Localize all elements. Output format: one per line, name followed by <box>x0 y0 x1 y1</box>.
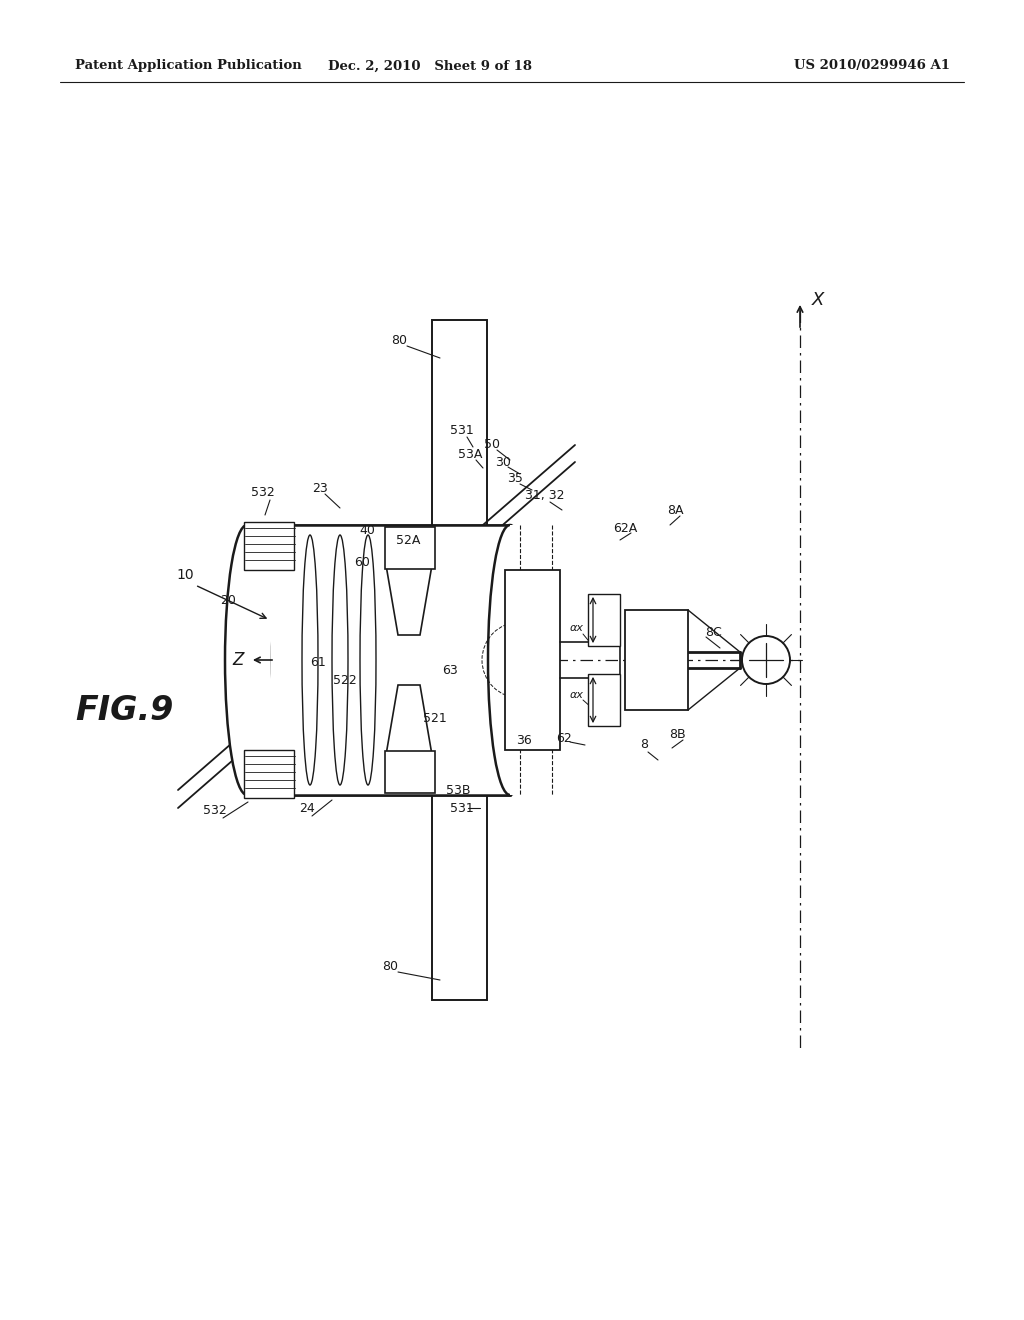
Bar <box>505 570 560 750</box>
Bar <box>247 525 270 795</box>
Polygon shape <box>386 685 432 755</box>
Text: 532: 532 <box>251 487 274 499</box>
Bar <box>385 751 435 793</box>
Ellipse shape <box>332 535 348 785</box>
Text: FIG.9: FIG.9 <box>75 693 173 726</box>
Text: 531: 531 <box>451 801 474 814</box>
Ellipse shape <box>488 525 532 795</box>
Text: Patent Application Publication: Patent Application Publication <box>75 59 302 73</box>
Bar <box>247 525 510 795</box>
Text: 521: 521 <box>423 711 446 725</box>
Text: 522: 522 <box>333 673 357 686</box>
Bar <box>625 610 688 710</box>
Text: US 2010/0299946 A1: US 2010/0299946 A1 <box>794 59 950 73</box>
Text: 35: 35 <box>507 471 523 484</box>
Ellipse shape <box>225 525 269 795</box>
Text: 532: 532 <box>203 804 227 817</box>
Bar <box>588 594 620 645</box>
Text: 531: 531 <box>451 424 474 437</box>
Text: 53A: 53A <box>458 447 482 461</box>
Text: 24: 24 <box>299 801 314 814</box>
Bar <box>385 527 435 569</box>
Text: 63: 63 <box>442 664 458 676</box>
Text: 23: 23 <box>312 482 328 495</box>
Text: 40: 40 <box>359 524 375 536</box>
Text: 36: 36 <box>516 734 531 747</box>
Ellipse shape <box>302 535 318 785</box>
Circle shape <box>742 636 790 684</box>
Text: 61: 61 <box>310 656 326 668</box>
Text: 50: 50 <box>484 437 500 450</box>
Text: 20: 20 <box>220 594 236 606</box>
Text: Z: Z <box>232 651 244 669</box>
Bar <box>510 525 534 795</box>
Text: 8B: 8B <box>669 729 685 742</box>
Text: X: X <box>812 290 824 309</box>
Bar <box>432 319 487 1001</box>
Text: 80: 80 <box>391 334 407 346</box>
Text: 62A: 62A <box>613 521 637 535</box>
Text: 8: 8 <box>640 738 648 751</box>
Bar <box>244 521 294 570</box>
Ellipse shape <box>360 535 376 785</box>
Text: 31, 32: 31, 32 <box>525 488 565 502</box>
Text: 8C: 8C <box>705 626 722 639</box>
Text: 8A: 8A <box>667 503 683 516</box>
Text: 60: 60 <box>354 556 370 569</box>
Text: 30: 30 <box>495 455 511 469</box>
Polygon shape <box>386 565 432 635</box>
Text: 53B: 53B <box>445 784 470 796</box>
Bar <box>244 750 294 799</box>
Text: αx: αx <box>570 690 584 700</box>
Text: 80: 80 <box>382 960 398 973</box>
Bar <box>588 675 620 726</box>
Text: 10: 10 <box>176 568 194 582</box>
Text: αx: αx <box>570 623 584 634</box>
Text: 52A: 52A <box>396 533 420 546</box>
Text: 62: 62 <box>556 731 571 744</box>
Text: Dec. 2, 2010   Sheet 9 of 18: Dec. 2, 2010 Sheet 9 of 18 <box>328 59 532 73</box>
